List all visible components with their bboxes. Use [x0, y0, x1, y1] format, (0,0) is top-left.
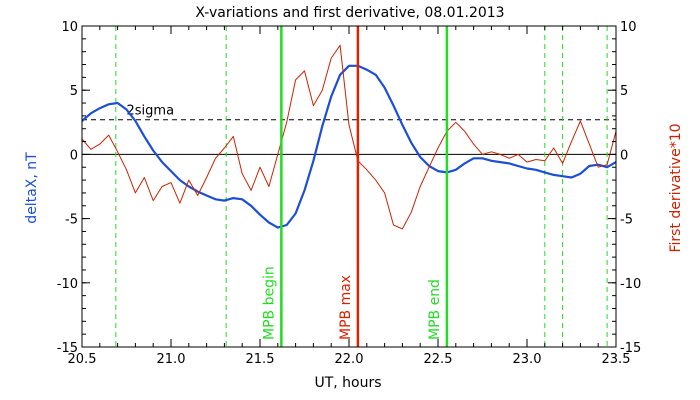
plot-frame: [81, 25, 617, 348]
y-tick-label-left: -15: [57, 341, 78, 356]
y-tick-label-right: -5: [620, 213, 633, 228]
y-tick-label-left: -5: [65, 213, 78, 228]
y-tick-label-left: 5: [70, 84, 78, 99]
x-tick-label: 23.0: [513, 352, 542, 367]
deltaX-series-line: [81, 64, 617, 229]
y-axis-label-right: First derivative*10: [668, 123, 684, 252]
y-tick-label-right: -15: [620, 341, 641, 356]
y-tick-label-right: 10: [620, 20, 637, 35]
y-tick-label-right: 5: [620, 84, 628, 99]
y-tick-label-left: 0: [70, 148, 78, 163]
y-tick-label-left: 10: [61, 20, 78, 35]
event-marker-label: MPB max: [338, 275, 354, 340]
x-tick-label: 23.5: [602, 352, 631, 367]
x-axis-label: UT, hours: [314, 375, 381, 391]
x-tick-label: 20.5: [68, 352, 97, 367]
x-tick-label: 22.5: [424, 352, 453, 367]
derivative-series-line: [81, 44, 617, 230]
y-tick-label-right: -10: [620, 277, 641, 292]
y-axis-label-left: deltaX, nT: [24, 152, 40, 224]
x-tick-label: 21.0: [157, 352, 186, 367]
x-tick-label: 21.5: [246, 352, 275, 367]
chart-title: X-variations and first derivative, 08.01…: [195, 5, 504, 21]
y-tick-label-right: 0: [620, 148, 628, 163]
threshold-label: 2sigma: [127, 104, 175, 119]
x-tick-label: 22.0: [335, 352, 364, 367]
event-marker-label: MPB begin: [261, 266, 277, 340]
y-tick-label-left: -10: [57, 277, 78, 292]
event-marker-label: MPB end: [427, 279, 443, 340]
